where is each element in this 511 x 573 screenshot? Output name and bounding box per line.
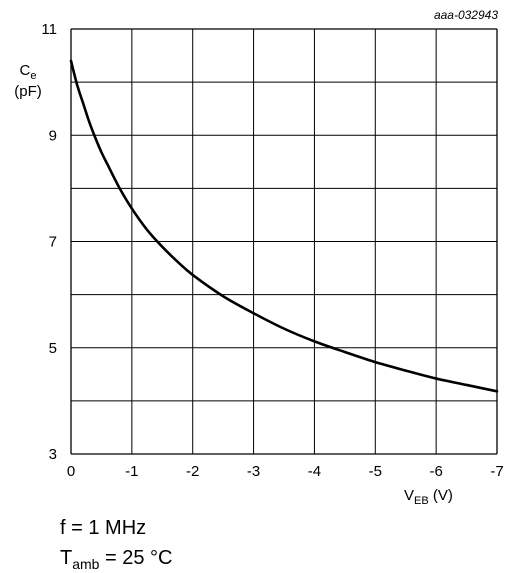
x-axis-label: VEB (V) bbox=[404, 487, 453, 507]
x-tick-label: -4 bbox=[308, 463, 321, 480]
condition-temperature-symbol: T bbox=[60, 547, 72, 569]
y-axis-label: Ce bbox=[20, 62, 37, 82]
y-tick-label: 5 bbox=[49, 340, 57, 357]
y-axis-unit: (pF) bbox=[14, 83, 42, 100]
x-tick-label: 0 bbox=[67, 463, 75, 480]
x-tick-label: -7 bbox=[490, 463, 503, 480]
y-axis-subscript: e bbox=[30, 70, 36, 82]
x-tick-label: -5 bbox=[369, 463, 382, 480]
grid-lines bbox=[71, 29, 497, 454]
condition-temperature: Tamb = 25 °C bbox=[60, 547, 173, 572]
series-line bbox=[71, 61, 497, 391]
reference-code: aaa-032943 bbox=[434, 8, 498, 22]
tick-labels: 0 -1 -2 -3 -4 -5 -6 -7 3 5 7 9 11 bbox=[41, 21, 503, 480]
series-layer bbox=[71, 61, 497, 391]
x-tick-label: -2 bbox=[186, 463, 199, 480]
y-tick-label: 9 bbox=[49, 127, 57, 144]
y-tick-label: 11 bbox=[41, 21, 57, 38]
condition-temperature-value: = 25 °C bbox=[99, 547, 172, 569]
condition-temperature-subscript: amb bbox=[72, 556, 99, 572]
x-tick-label: -1 bbox=[125, 463, 138, 480]
x-axis-unit: (V) bbox=[429, 487, 453, 504]
x-axis-subscript: EB bbox=[414, 495, 429, 507]
condition-frequency: f = 1 MHz bbox=[60, 517, 146, 539]
y-axis-symbol: C bbox=[20, 62, 31, 79]
y-tick-label: 3 bbox=[49, 446, 57, 463]
y-tick-label: 7 bbox=[49, 234, 57, 251]
x-axis-symbol: V bbox=[404, 487, 414, 504]
x-tick-label: -3 bbox=[247, 463, 260, 480]
x-tick-label: -6 bbox=[429, 463, 442, 480]
